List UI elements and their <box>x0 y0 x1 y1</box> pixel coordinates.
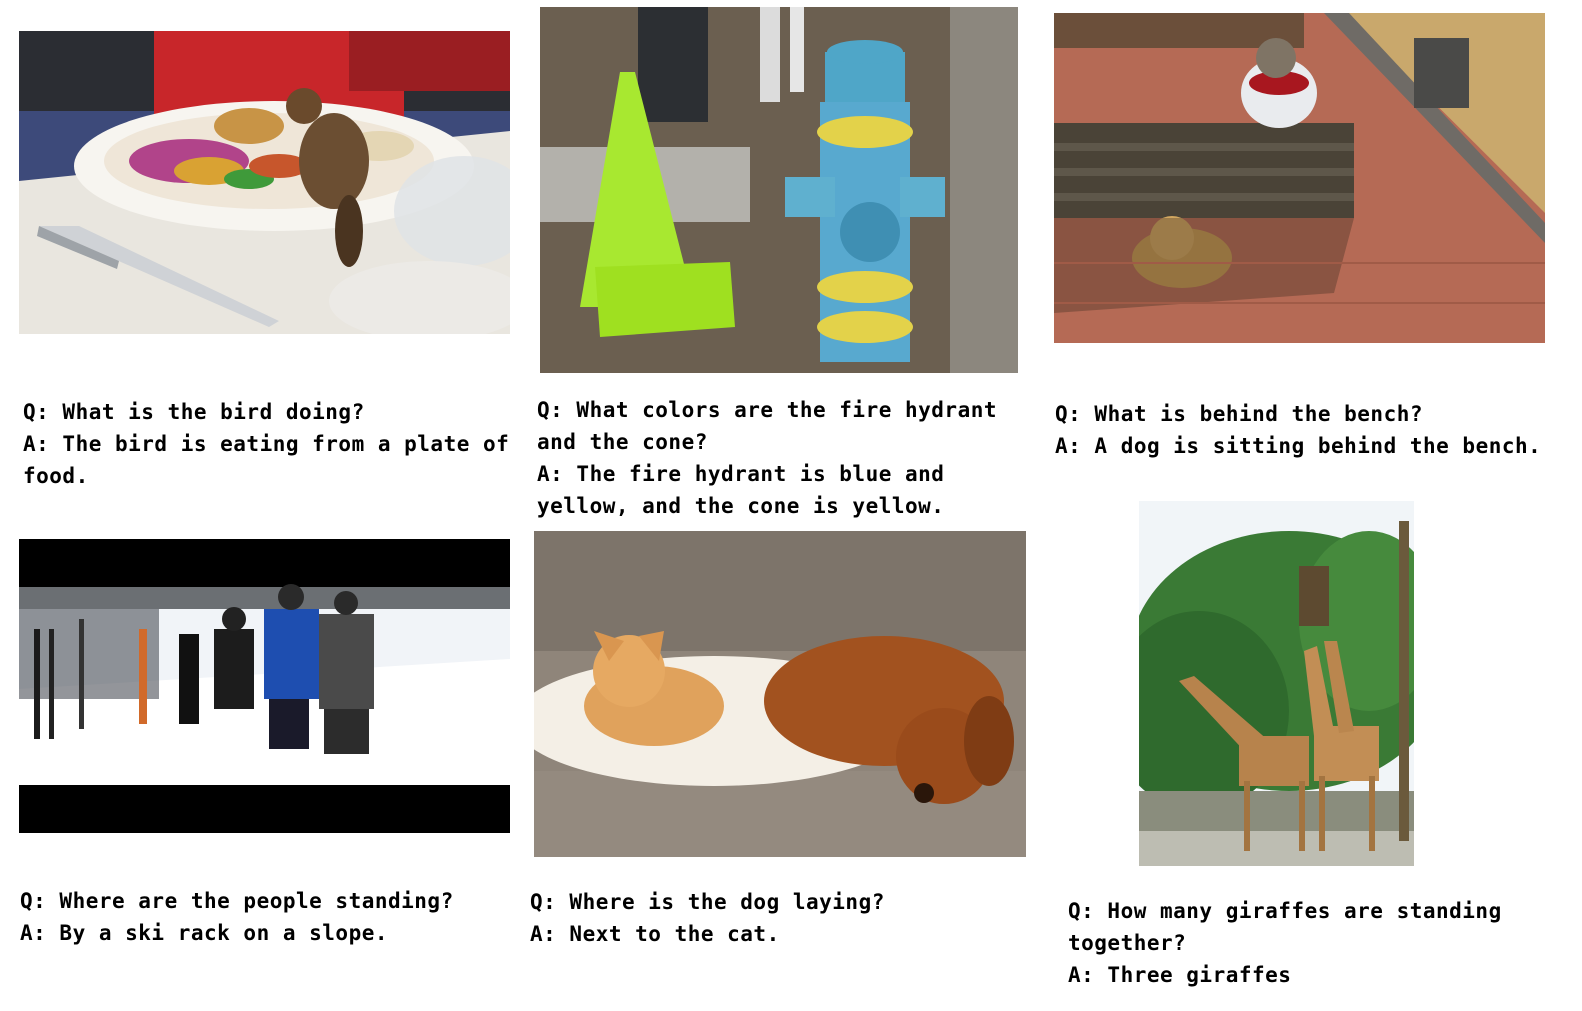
photo-fire-hydrant <box>540 7 1018 373</box>
question: Q: What colors are the fire hydrant and … <box>537 398 998 454</box>
answer: A: Next to the cat. <box>530 922 780 946</box>
answer: A: Three giraffes <box>1068 963 1292 987</box>
qa-skiers: Q: Where are the people standing? A: By … <box>20 885 508 949</box>
qa-bird: Q: What is the bird doing? A: The bird i… <box>23 396 511 492</box>
answer: A: The fire hydrant is blue and yellow, … <box>537 462 945 518</box>
question: Q: What is the bird doing? <box>23 400 365 424</box>
answer: A: A dog is sitting behind the bench. <box>1055 434 1542 458</box>
photo-bench <box>1054 13 1545 343</box>
photo-bird <box>19 31 510 334</box>
qa-giraffes: Q: How many giraffes are standing togeth… <box>1068 895 1538 991</box>
qa-fire-hydrant: Q: What colors are the fire hydrant and … <box>537 394 1007 522</box>
answer: A: The bird is eating from a plate of fo… <box>23 432 510 488</box>
qa-bench: Q: What is behind the bench? A: A dog is… <box>1055 398 1555 462</box>
photo-cat-dog <box>534 531 1026 857</box>
qa-cat-dog: Q: Where is the dog laying? A: Next to t… <box>530 886 1020 950</box>
photo-skiers <box>19 539 510 833</box>
question: Q: Where is the dog laying? <box>530 890 885 914</box>
photo-giraffes <box>1139 501 1414 866</box>
question: Q: Where are the people standing? <box>20 889 454 913</box>
answer: A: By a ski rack on a slope. <box>20 921 389 945</box>
question: Q: What is behind the bench? <box>1055 402 1424 426</box>
question: Q: How many giraffes are standing togeth… <box>1068 899 1502 955</box>
